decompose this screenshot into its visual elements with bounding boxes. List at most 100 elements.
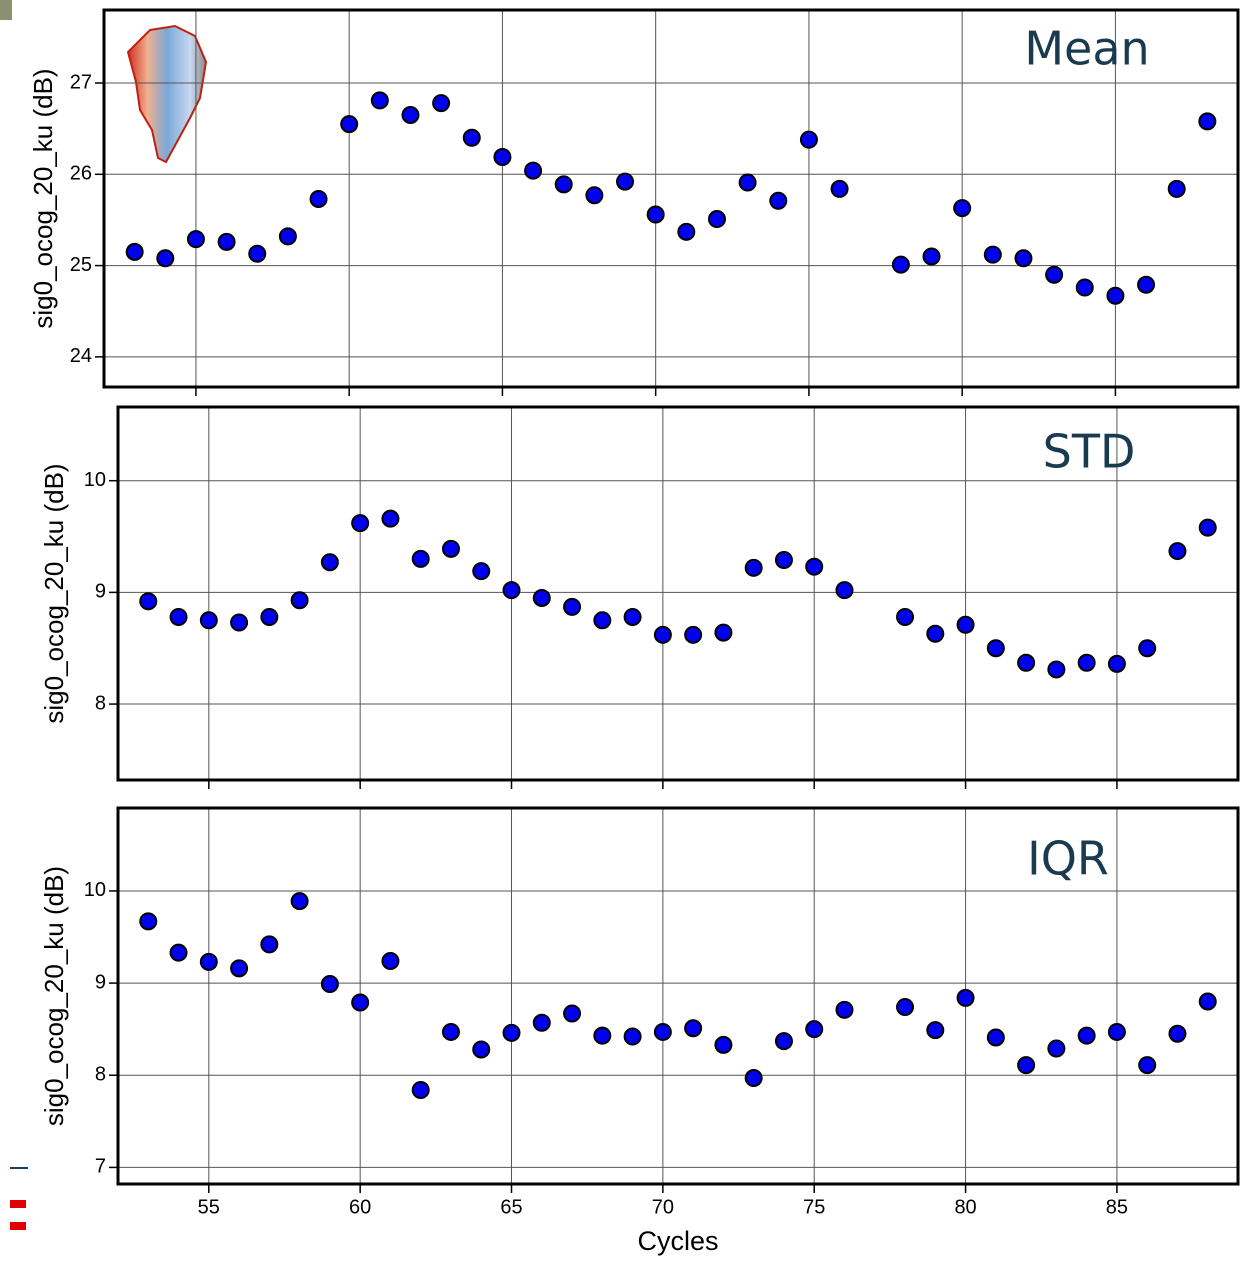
- scatter-point: [1079, 1028, 1095, 1044]
- scatter-point: [556, 176, 572, 192]
- scatter-point: [413, 1082, 429, 1098]
- scatter-point: [171, 609, 187, 625]
- y-tick-label: 8: [95, 692, 106, 714]
- scatter-point: [806, 559, 822, 575]
- scatter-point: [594, 1028, 610, 1044]
- x-tick-label: 85: [1106, 1196, 1128, 1218]
- panel-annotation: IQR: [1027, 832, 1109, 886]
- scatter-point: [836, 582, 852, 598]
- scatter-point: [988, 640, 1004, 656]
- scatter-point: [157, 250, 173, 266]
- scatter-point: [832, 181, 848, 197]
- decor-mark: [10, 1200, 26, 1208]
- scatter-point: [655, 627, 671, 643]
- figure: 24 25 26 27 sig0_ocog_20_ku (dB) Mean 8 9 10 sig0…: [0, 0, 1247, 1261]
- scatter-point: [776, 552, 792, 568]
- x-axis-label: Cycles: [637, 1226, 718, 1256]
- scatter-point: [188, 231, 204, 247]
- scatter-point: [715, 625, 731, 641]
- scatter-point: [127, 244, 143, 260]
- scatter-point: [958, 990, 974, 1006]
- y-tick-label: 10: [84, 469, 106, 491]
- y-tick-label: 10: [84, 879, 106, 901]
- scatter-point: [261, 609, 277, 625]
- panel-annotation: STD: [1043, 425, 1136, 479]
- scatter-point: [1109, 656, 1125, 672]
- scatter-point: [564, 1006, 580, 1022]
- scatter-point: [171, 945, 187, 961]
- panel-annotation: Mean: [1024, 22, 1149, 76]
- scatter-point: [685, 1020, 701, 1036]
- scatter-point: [927, 1022, 943, 1038]
- scatter-point: [280, 228, 296, 244]
- scatter-point: [927, 626, 943, 642]
- scatter-point: [402, 107, 418, 123]
- scatter-point: [988, 1029, 1004, 1045]
- y-tick-label: 7: [95, 1156, 106, 1178]
- scatter-point: [564, 599, 580, 615]
- scatter-point: [382, 511, 398, 527]
- scatter-point: [140, 913, 156, 929]
- scatter-point: [1169, 543, 1185, 559]
- scatter-point: [770, 193, 786, 209]
- scatter-point: [685, 627, 701, 643]
- scatter-point: [1018, 1057, 1034, 1073]
- scatter-point: [801, 132, 817, 148]
- scatter-point: [1048, 661, 1064, 677]
- scatter-point: [372, 92, 388, 108]
- scatter-point: [617, 174, 633, 190]
- scatter-point: [715, 1037, 731, 1053]
- y-tick-label: 8: [95, 1064, 106, 1086]
- y-tick-label: 9: [95, 971, 106, 993]
- scatter-point: [897, 609, 913, 625]
- scatter-point: [341, 116, 357, 132]
- scatter-point: [231, 960, 247, 976]
- scatter-point: [443, 1024, 459, 1040]
- scatter-point: [1169, 1026, 1185, 1042]
- scatter-point: [504, 1025, 520, 1041]
- y-tick-label: 25: [70, 254, 92, 276]
- scatter-point: [1138, 277, 1154, 293]
- scatter-point: [443, 541, 459, 557]
- scatter-point: [740, 175, 756, 191]
- y-tick-label: 27: [70, 71, 92, 93]
- scatter-point: [625, 609, 641, 625]
- scatter-point: [433, 95, 449, 111]
- scatter-point: [594, 612, 610, 628]
- scatter-point: [924, 248, 940, 264]
- x-tick-label: 70: [652, 1196, 674, 1218]
- y-tick-label: 24: [70, 345, 92, 367]
- x-tick-label: 65: [500, 1196, 522, 1218]
- scatter-point: [625, 1029, 641, 1045]
- x-tick-label: 55: [198, 1196, 220, 1218]
- greenland-map: [128, 26, 206, 162]
- scatter-point: [586, 187, 602, 203]
- scatter-point: [1015, 250, 1031, 266]
- scatter-point: [473, 563, 489, 579]
- scatter-point: [352, 994, 368, 1010]
- scatter-point: [985, 247, 1001, 263]
- scatter-point: [958, 617, 974, 633]
- scatter-point: [1199, 113, 1215, 129]
- scatter-point: [655, 1024, 671, 1040]
- scatter-point: [464, 130, 480, 146]
- y-tick-label: 26: [70, 163, 92, 185]
- y-tick-label: 9: [95, 581, 106, 603]
- x-tick-label: 75: [803, 1196, 825, 1218]
- scatter-point: [534, 590, 550, 606]
- panels: 24 25 26 27 sig0_ocog_20_ku (dB) Mean 8 9 10 sig0…: [28, 10, 1238, 1256]
- scatter-point: [746, 1070, 762, 1086]
- scatter-point: [1018, 655, 1034, 671]
- scatter-point: [201, 954, 217, 970]
- scatter-point: [776, 1033, 792, 1049]
- scatter-point: [1139, 1057, 1155, 1073]
- y-axis-label: sig0_ocog_20_ku (dB): [39, 866, 69, 1126]
- y-axis-label: sig0_ocog_20_ku (dB): [28, 68, 58, 328]
- scatter-point: [746, 560, 762, 576]
- scatter-point: [1079, 655, 1095, 671]
- scatter-point: [678, 224, 694, 240]
- scatter-point: [534, 1015, 550, 1031]
- scatter-point: [709, 211, 725, 227]
- scatter-point: [525, 163, 541, 179]
- scatter-point: [893, 257, 909, 273]
